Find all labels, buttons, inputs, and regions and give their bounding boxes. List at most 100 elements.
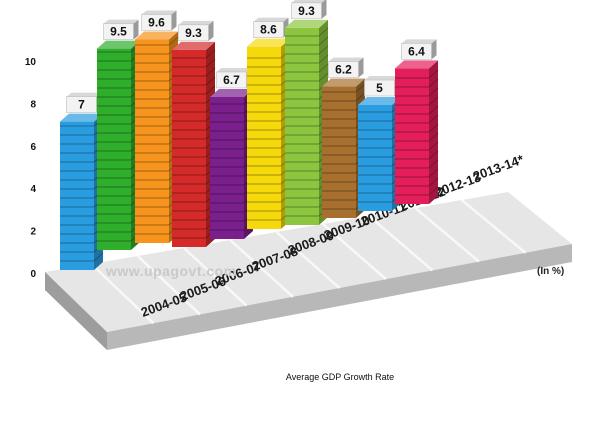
- bar: 8.6: [247, 17, 291, 230]
- platform-stripe: [414, 207, 480, 263]
- bar-segment-line: [205, 67, 216, 77]
- platform-stripe: [460, 199, 527, 254]
- value-label: 9.5: [110, 25, 127, 39]
- value-box: 9.5: [103, 19, 139, 40]
- bar-top: [60, 113, 103, 122]
- value-box-side: [133, 19, 139, 40]
- bar-segment-line: [205, 58, 216, 68]
- bar-front: [247, 46, 281, 230]
- bar: 7: [60, 92, 104, 270]
- value-box-side: [171, 10, 177, 31]
- value-box: 6.4: [401, 39, 437, 60]
- bar-segment-line: [168, 36, 179, 46]
- bar-segment-line: [355, 92, 366, 102]
- value-box-top: [66, 92, 102, 97]
- value-box: 6.7: [216, 67, 252, 89]
- y-axis: 0 2 4 6 8 10: [25, 57, 37, 280]
- platform-front-face: [107, 244, 572, 350]
- bar-segment-line: [428, 132, 439, 142]
- bar-segment-line: [205, 49, 216, 59]
- value-box-side: [358, 57, 364, 78]
- platform-stripe: [368, 215, 434, 272]
- value-box: 7: [66, 92, 102, 113]
- bar-top: [172, 41, 215, 50]
- bar-segment-line: [318, 45, 329, 55]
- bar: 9.3: [172, 20, 216, 248]
- value-box-top: [291, 0, 326, 3]
- bar-segment-line: [428, 114, 439, 124]
- value-label: 6.4: [408, 44, 425, 58]
- platform-stripe: [275, 231, 341, 289]
- chart-platform: [45, 192, 572, 350]
- bar-segment-line: [428, 87, 439, 97]
- value-label: 6.7: [223, 73, 240, 87]
- y-tick-label: 4: [30, 184, 36, 195]
- value-label: 9.3: [298, 4, 315, 18]
- value-box: 9.3: [291, 0, 327, 20]
- value-box-top: [141, 10, 177, 15]
- value-box-front: [141, 14, 172, 31]
- platform-stripe: [229, 239, 294, 298]
- value-box: 9.3: [178, 20, 214, 42]
- value-box-top: [253, 17, 289, 22]
- value-label: 9.3: [185, 26, 202, 40]
- unit-label: (In %): [537, 266, 564, 277]
- value-box-side: [321, 0, 327, 19]
- bar-top: [135, 31, 178, 40]
- platform-stripe: [136, 255, 201, 316]
- value-label: 8.6: [260, 23, 277, 37]
- bar-segment-line: [428, 141, 439, 151]
- bar: 6.7: [210, 67, 254, 240]
- value-label: 9.6: [148, 15, 165, 29]
- value-box-front: [291, 2, 322, 20]
- platform-left-face: [45, 272, 107, 350]
- bar-segment-line: [318, 72, 329, 82]
- bar: 6.4: [395, 39, 439, 204]
- value-label: 5: [376, 81, 383, 95]
- bar-front: [322, 86, 356, 218]
- value-label: 7: [78, 98, 85, 112]
- bar-top: [247, 38, 290, 47]
- y-tick-label: 2: [30, 227, 36, 238]
- bar-segment-line: [428, 186, 439, 196]
- value-box-front: [216, 71, 247, 89]
- value-box-front: [66, 96, 97, 113]
- bar-segment-line: [428, 78, 439, 88]
- bar-segment-line: [318, 27, 329, 37]
- chart-title: Average GDP Growth Rate: [286, 372, 394, 382]
- bar-segment-line: [428, 96, 439, 106]
- bar-side: [429, 60, 438, 204]
- platform-stripe: [321, 223, 387, 281]
- value-box-front: [328, 61, 359, 78]
- bar-top: [285, 19, 328, 28]
- bar-segment-line: [428, 123, 439, 133]
- value-box-top: [103, 19, 139, 24]
- value-box-front: [178, 24, 209, 42]
- bar-segment-line: [428, 159, 439, 169]
- bar-top: [322, 78, 365, 87]
- value-box-side: [208, 20, 214, 41]
- value-box-top: [178, 20, 214, 25]
- bar-front: [60, 121, 94, 270]
- value-box-front: [253, 21, 284, 38]
- y-tick-label: 8: [30, 99, 36, 110]
- bar-front: [97, 48, 131, 250]
- value-box-top: [401, 39, 437, 44]
- y-tick-label: 6: [30, 142, 36, 153]
- bar-front: [135, 39, 169, 244]
- bar-segment-line: [428, 177, 439, 187]
- bar-front: [210, 96, 244, 240]
- category-label: 2013-14*: [471, 151, 527, 183]
- value-box-front: [103, 23, 134, 40]
- bar-segment-line: [318, 63, 329, 73]
- y-tick-label: 0: [30, 269, 36, 280]
- value-box-top: [328, 57, 364, 62]
- bar-segment-line: [355, 83, 366, 93]
- bar-top: [210, 88, 253, 97]
- value-box-top: [216, 67, 252, 72]
- value-box-front: [401, 43, 432, 60]
- value-label: 6.2: [335, 63, 352, 77]
- bar-segment-line: [205, 85, 216, 95]
